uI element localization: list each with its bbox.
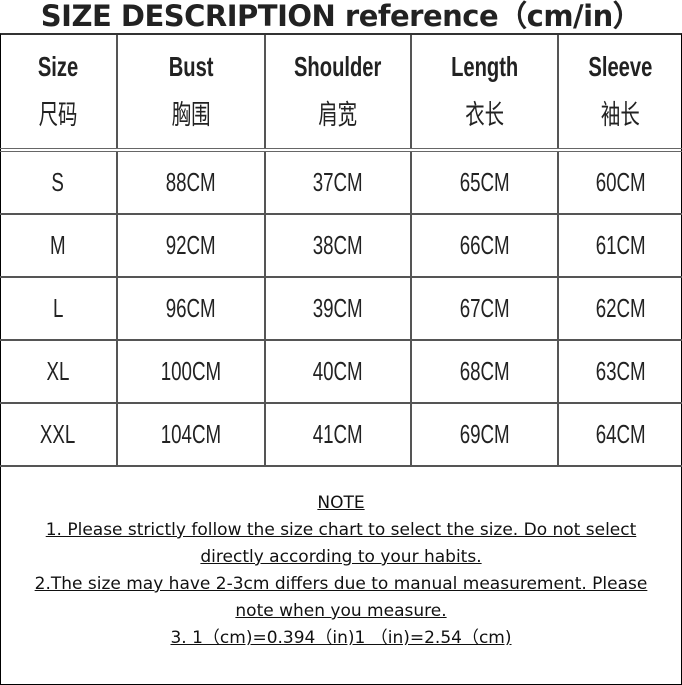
- cell-bust: 100CM: [116, 339, 266, 404]
- table-row: S 88CM 37CM 65CM 60CM: [0, 149, 682, 215]
- cell-size: XXL: [0, 402, 118, 467]
- cell-size: L: [0, 276, 118, 341]
- chart-title: SIZE DESCRIPTION reference（cm/in）: [40, 0, 642, 33]
- note-line: 1. Please strictly follow the size chart…: [45, 520, 637, 540]
- cell-size: S: [0, 149, 118, 215]
- cell-sleeve: 61CM: [557, 213, 682, 278]
- cell-length: 65CM: [410, 149, 559, 215]
- header-sleeve: Sleeve 袖长: [557, 35, 682, 152]
- header-bust: Bust 胸围: [116, 35, 266, 152]
- notes-heading: NOTE: [317, 493, 365, 513]
- header-shoulder: Shoulder 肩宽: [264, 35, 412, 152]
- cell-sleeve: 64CM: [557, 402, 682, 467]
- table-row: L 96CM 39CM 67CM 62CM: [0, 276, 682, 341]
- cell-bust: 92CM: [116, 213, 266, 278]
- cell-sleeve: 63CM: [557, 339, 682, 404]
- table-header-row: Size 尺码 Bust 胸围 Shoulder 肩宽 Length 衣长 Sleeve…: [0, 35, 682, 152]
- cell-shoulder: 40CM: [264, 339, 412, 404]
- note-line: 2.The size may have 2-3cm differs due to…: [34, 574, 648, 594]
- header-size: Size 尺码: [0, 35, 118, 152]
- cell-size: XL: [0, 339, 118, 404]
- cell-sleeve: 60CM: [557, 149, 682, 215]
- notes-section: NOTE 1. Please strictly follow the size …: [1, 490, 681, 652]
- cell-shoulder: 37CM: [264, 149, 412, 215]
- cell-length: 66CM: [410, 213, 559, 278]
- table-row: XXL 104CM 41CM 69CM 64CM: [0, 402, 682, 467]
- cell-shoulder: 38CM: [264, 213, 412, 278]
- size-table: Size 尺码 Bust 胸围 Shoulder 肩宽 Length 衣长 Sleeve…: [0, 35, 682, 467]
- cell-length: 67CM: [410, 276, 559, 341]
- cell-bust: 104CM: [116, 402, 266, 467]
- table-row: XL 100CM 40CM 68CM 63CM: [0, 339, 682, 404]
- cell-shoulder: 39CM: [264, 276, 412, 341]
- cell-sleeve: 62CM: [557, 276, 682, 341]
- cell-length: 68CM: [410, 339, 559, 404]
- cell-length: 69CM: [410, 402, 559, 467]
- cell-shoulder: 41CM: [264, 402, 412, 467]
- cell-bust: 96CM: [116, 276, 266, 341]
- header-length: Length 衣长: [410, 35, 559, 152]
- cell-bust: 88CM: [116, 149, 266, 215]
- table-row: M 92CM 38CM 66CM 61CM: [0, 213, 682, 278]
- cell-size: M: [0, 213, 118, 278]
- note-line: note when you measure.: [235, 601, 447, 621]
- note-line: directly according to your habits.: [200, 547, 482, 567]
- note-line: 3. 1（cm)=0.394（in)1 （in)=2.54（cm): [170, 628, 512, 648]
